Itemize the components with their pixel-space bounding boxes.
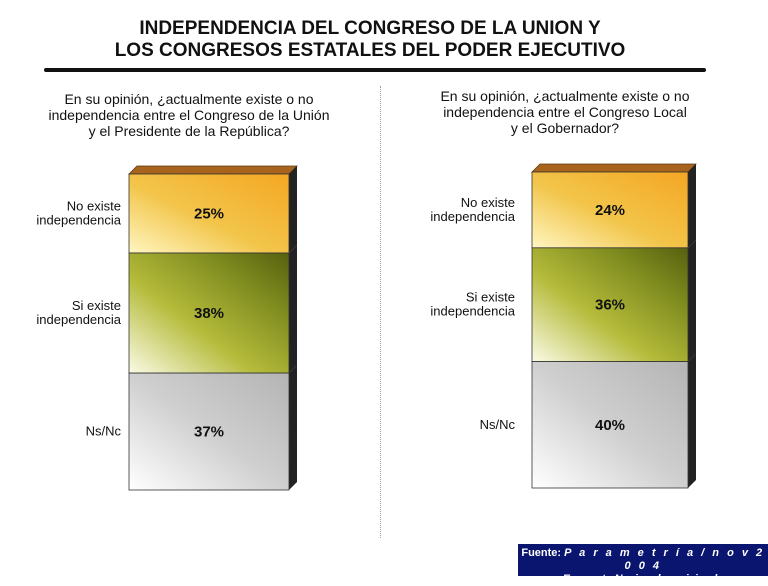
left-question-line-1: En su opinión, ¿actualmente existe o no (64, 91, 314, 107)
chart-2-top-face (531, 163, 697, 173)
chart-2-category-label-1: No existe independencia (430, 195, 515, 224)
left-question-line-3: y el Presidente de la República? (88, 123, 290, 139)
chart-1-segment-1-side (289, 166, 297, 253)
title-underline (44, 68, 706, 72)
chart-1-segment-2 (128, 252, 290, 374)
chart-1-value-label-2: 38% (194, 305, 224, 322)
chart-1-segment-2-side (289, 245, 297, 374)
left-question: En su opinión, ¿actualmente existe o no … (24, 91, 354, 139)
chart-1-category-label-1: No existe independencia (36, 199, 121, 228)
chart-1-value-label-1: 25% (194, 206, 224, 223)
chart-2-segment-1 (531, 171, 689, 249)
page-title: INDEPENDENCIA DEL CONGRESO DE LA UNION Y… (0, 18, 740, 62)
chart-1-top-face (128, 165, 298, 175)
left-question-line-2: independencia entre el Congreso de la Un… (48, 107, 330, 123)
chart-1-value-label-3: 37% (194, 424, 224, 441)
footer-subtitle: Encuesta Nacional en vivienda (562, 573, 724, 585)
chart-1-segment-3-side (289, 365, 297, 490)
chart-2-category-label-3: Ns/Nc (480, 417, 516, 432)
chart-1-segment-3 (128, 372, 290, 491)
chart-2-segment-2 (531, 247, 689, 362)
chart-2-segment-2-side (688, 239, 696, 362)
chart-1-segment-1 (128, 173, 290, 254)
right-question-line-1: En su opinión, ¿actualmente existe o no (440, 88, 690, 104)
right-question-line-2: independencia entre el Congreso Local (443, 104, 687, 120)
chart-2-category-label-2: Si existe independencia (430, 290, 515, 319)
chart-2-value-label-3: 40% (595, 417, 625, 434)
chart-2-value-label-2: 36% (595, 297, 625, 314)
right-question-line-3: y el Gobernador? (510, 120, 620, 136)
footer-source-label: Fuente: (521, 547, 562, 559)
chart-1-category-label-2: Si existe independencia (36, 298, 121, 327)
chart-2-segment-1-side (688, 164, 696, 248)
chart-2-segment-3-side (688, 353, 696, 488)
footer-source-name: P a r a m e t r í a / n o v 2 0 0 4 (564, 547, 765, 572)
source-footer: Fuente: P a r a m e t r í a / n o v 2 0 … (518, 544, 768, 585)
title-line-1: INDEPENDENCIA DEL CONGRESO DE LA UNION Y (139, 18, 601, 39)
panel-divider (380, 86, 381, 538)
title-line-2: LOS CONGRESOS ESTATALES DEL PODER EJECUT… (114, 40, 626, 61)
chart-1-category-label-3: Ns/Nc (86, 424, 122, 439)
right-question: En su opinión, ¿actualmente existe o no … (400, 88, 730, 136)
chart-2-value-label-1: 24% (595, 202, 625, 219)
chart-2-segment-3 (531, 361, 689, 489)
